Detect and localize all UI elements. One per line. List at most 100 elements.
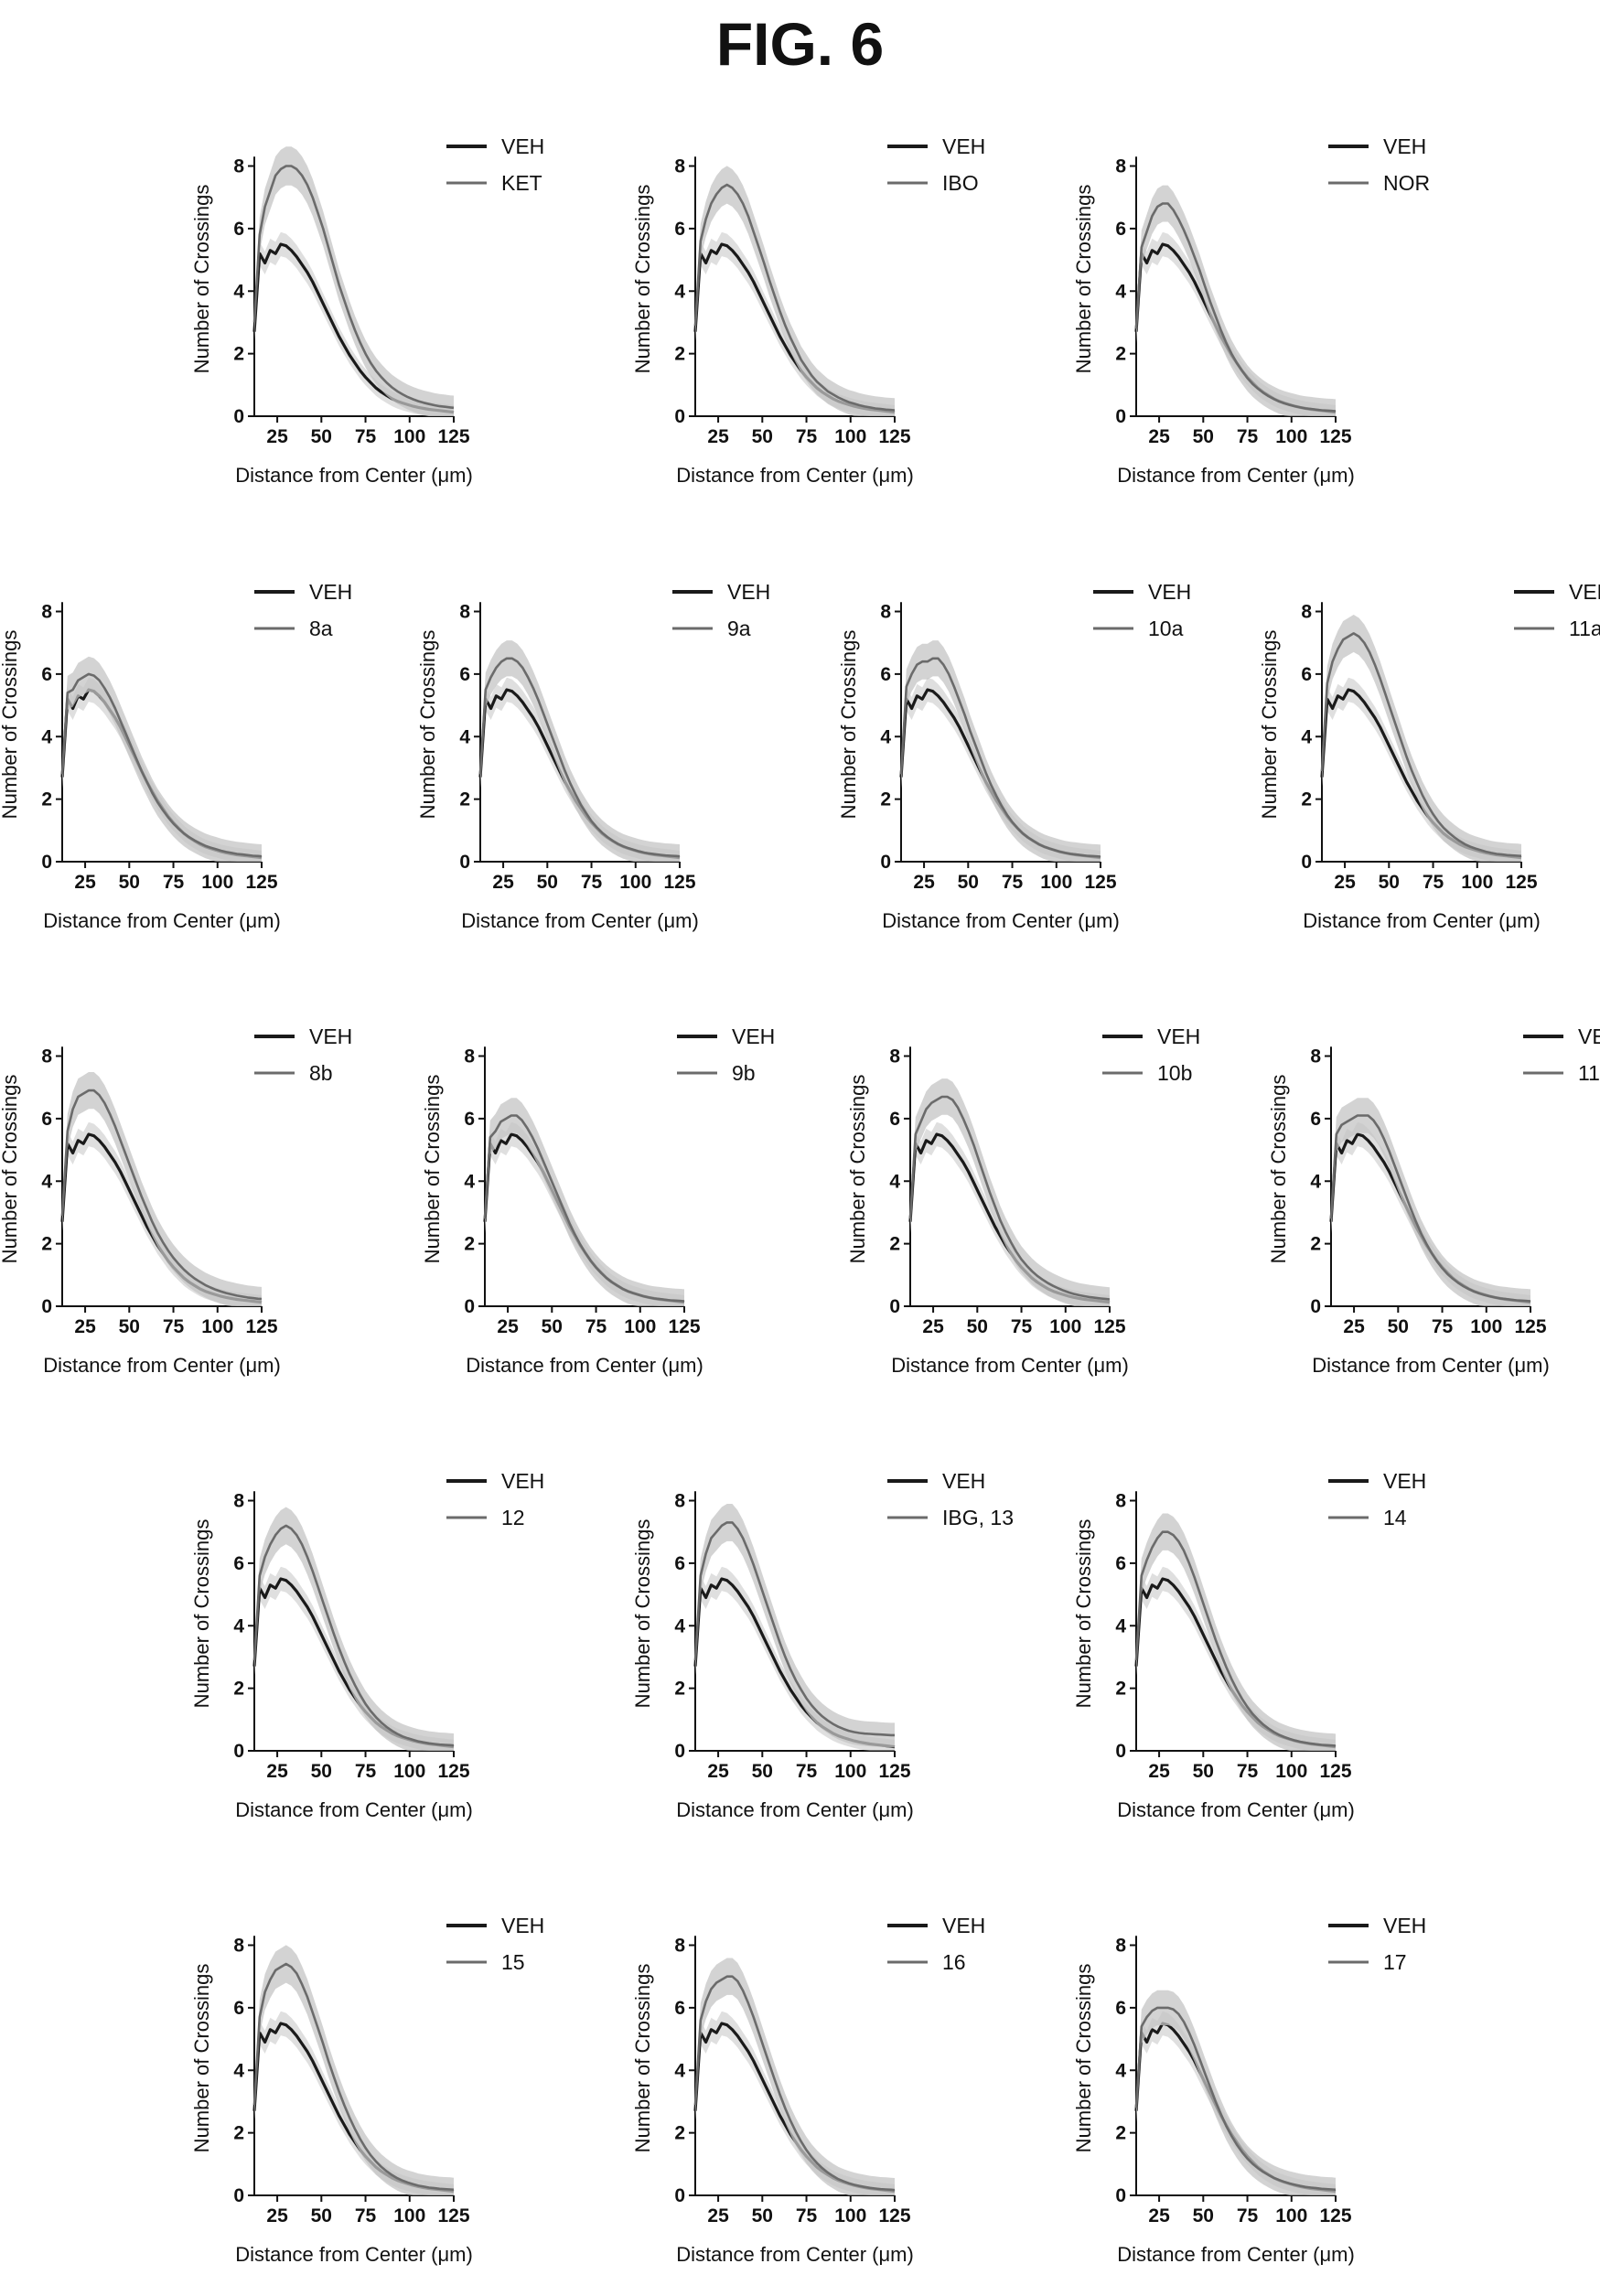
series-error-band [1322,615,1521,862]
x-tick-label: 100 [393,2205,425,2226]
series-error-band [254,1507,454,1751]
y-tick-label: 2 [233,2123,244,2144]
y-tick-label: 8 [233,1936,244,1957]
y-tick-label: 2 [41,789,52,810]
legend-label: 14 [1383,1506,1407,1529]
x-axis-label: Distance from Center (μm) [676,464,914,487]
series-error-band [1331,1098,1530,1306]
x-tick-label: 25 [707,2205,729,2226]
series-line [252,1962,455,2192]
x-tick-label: 75 [355,1761,377,1782]
y-tick-label: 0 [41,1296,52,1317]
y-tick-label: 6 [233,1998,244,2019]
series-error-band [1136,2011,1336,2195]
y-tick-label: 0 [1115,1741,1126,1762]
series-line [252,1524,455,1747]
y-tick-label: 6 [1310,1109,1321,1130]
series-error-band [485,1121,684,1306]
x-tick-label: 50 [311,1761,332,1782]
x-axis-label: Distance from Center (μm) [1117,464,1355,487]
y-tick-label: 4 [41,726,52,747]
y-tick-label: 4 [459,726,470,747]
series-error-band [254,2011,454,2195]
series-line [899,657,1101,858]
x-tick-label: 25 [266,1761,288,1782]
y-tick-label: 0 [233,406,244,427]
series-line [60,1132,263,1304]
legend-label: 11b [1578,1061,1600,1085]
x-axis-label: Distance from Center (μm) [1117,2243,1355,2266]
x-tick-label: 75 [355,426,377,447]
x-tick-label: 125 [245,872,277,893]
y-tick-label: 8 [233,1491,244,1512]
legend-label: VEH [501,134,544,158]
series-error-band [480,677,680,862]
y-tick-label: 2 [674,344,685,365]
legend-label: 15 [501,1950,525,1974]
series-line [483,1114,685,1303]
x-tick-label: 125 [1319,2205,1351,2226]
legend-label: 8a [309,617,333,640]
chart-panel: 0 2 4 6 8 25 50 75 100 125 Distance from Center (μ… [190,134,544,487]
series-line [1329,1114,1531,1303]
y-tick-label: 6 [674,1998,685,2019]
x-tick-label: 100 [619,872,651,893]
x-tick-label: 100 [834,426,866,447]
y-axis-label: Number of Crossings [416,630,439,820]
x-tick-label: 100 [1049,1316,1081,1337]
x-tick-label: 50 [311,426,332,447]
series-error-band [480,640,680,862]
x-tick-label: 125 [878,1761,910,1782]
y-tick-label: 6 [880,664,891,685]
legend-label: 11a [1569,617,1600,640]
y-axis-label: Number of Crossings [631,1519,654,1709]
y-tick-label: 4 [233,2060,244,2081]
y-tick-label: 2 [233,344,244,365]
y-tick-label: 6 [1115,219,1126,240]
series-error-band [695,166,895,416]
series-line [60,1089,263,1301]
x-tick-label: 25 [1148,1761,1170,1782]
y-tick-label: 0 [459,852,470,873]
series-error-band [901,640,1101,862]
y-axis-label: Number of Crossings [837,630,860,820]
legend-label: 10b [1157,1061,1192,1085]
legend-label: VEH [942,1469,985,1493]
x-tick-label: 75 [796,1761,818,1782]
y-tick-label: 8 [674,1491,685,1512]
y-tick-label: 4 [1115,281,1126,302]
y-tick-label: 4 [674,281,685,302]
y-tick-label: 2 [464,1234,475,1255]
x-tick-label: 100 [1275,1761,1307,1782]
x-tick-label: 125 [1084,872,1116,893]
x-tick-label: 75 [796,2205,818,2226]
y-tick-label: 2 [1301,789,1312,810]
y-tick-label: 4 [464,1171,475,1192]
chart-panel: 0 2 4 6 8 25 50 75 100 125 Distance from Center (μ… [190,1914,544,2266]
y-axis-label: Number of Crossings [846,1075,869,1264]
x-tick-label: 75 [1011,1316,1033,1337]
x-tick-label: 125 [437,1761,469,1782]
y-tick-label: 4 [880,726,891,747]
y-tick-label: 6 [1115,1998,1126,2019]
y-tick-label: 2 [880,789,891,810]
x-tick-label: 50 [1193,426,1214,447]
x-tick-label: 100 [1275,426,1307,447]
x-axis-label: Distance from Center (μm) [235,1798,473,1821]
y-axis-label: Number of Crossings [1072,185,1095,374]
x-tick-label: 50 [967,1316,988,1337]
x-tick-label: 75 [163,872,185,893]
series-error-band [901,677,1101,862]
chart-panel: 0 2 4 6 8 25 50 75 100 125 Distance from Center (μ… [416,580,770,932]
series-error-band [910,1121,1110,1306]
series-line [252,165,455,410]
y-tick-label: 4 [1301,726,1312,747]
x-tick-label: 75 [355,2205,377,2226]
series-error-band [695,1566,895,1751]
series-error-band [254,146,454,417]
y-tick-label: 0 [41,852,52,873]
x-tick-label: 100 [1461,872,1493,893]
y-tick-label: 2 [41,1234,52,1255]
series-line [1134,202,1337,413]
y-axis-label: Number of Crossings [190,1964,213,2153]
